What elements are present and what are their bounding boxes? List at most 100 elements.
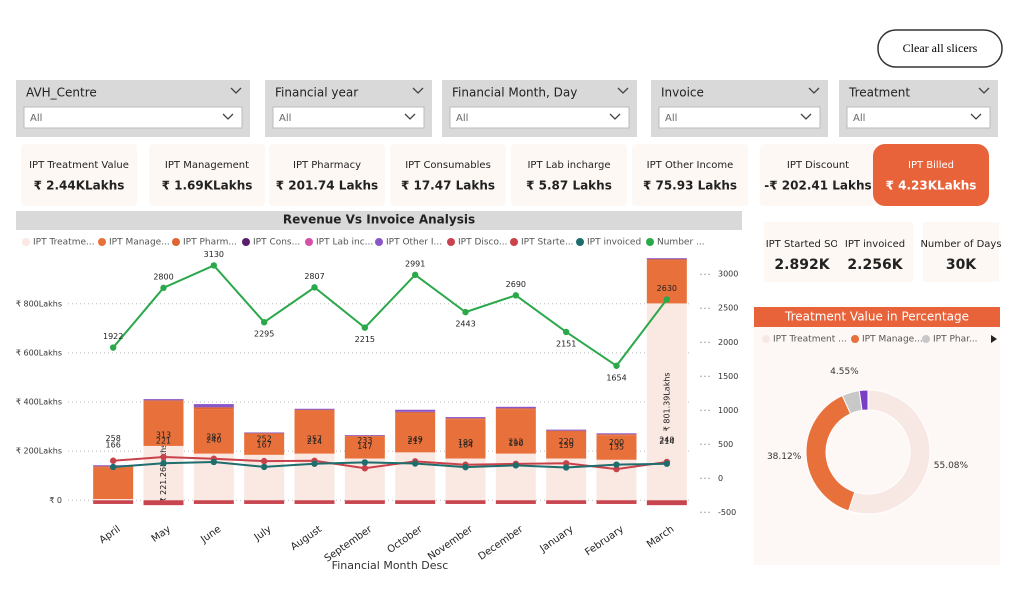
bar-segment [395,409,436,412]
slicer-collapse[interactable] [978,87,990,94]
card-value: 2.256K [847,257,903,273]
chart-title: Revenue Vs Invoice Analysis [283,213,475,227]
line-value-label: 240 [659,435,674,444]
slicer-collapse[interactable] [412,87,424,94]
bar-value-label: ₹ 221.26Lakhs [159,444,168,503]
line-value-label: 3130 [204,250,224,259]
line-point [311,284,318,291]
line-point [210,262,218,269]
kpi-card [21,144,137,206]
line-value-label: 2800 [153,272,173,281]
bar-segment [495,406,536,409]
bar-segment [193,500,234,504]
line-point [562,328,570,336]
donut-value-label: 38.12% [767,452,802,462]
bar-segment [646,258,687,259]
slicer-collapse[interactable] [617,87,629,94]
kpi-label: IPT Pharmacy [293,160,361,171]
bar-segment [646,259,687,261]
bar-segment [93,499,134,501]
dropdown-chevron[interactable] [800,113,812,120]
bar-segment [93,500,134,504]
bar-segment [495,500,536,504]
line [113,460,667,469]
clear-button-label[interactable]: Clear all slicers [903,41,978,55]
bar-segment [546,429,587,431]
bar-segment [344,436,385,459]
bar-segment [546,431,587,459]
legend-label: IPT Starte... [521,238,574,248]
chart-title-bar [16,211,742,230]
line-point [512,292,520,299]
dropdown-chevron[interactable] [609,113,621,120]
legend-label: IPT Phar... [933,335,978,345]
bar-segment [294,408,335,410]
slicer-dropdown[interactable] [23,106,243,129]
line-value-label: 2443 [455,320,475,329]
legend-label: IPT Treatme... [33,238,95,248]
line-value-label: 240 [206,435,221,444]
dropdown-chevron[interactable] [970,113,982,120]
slicer-dropdown[interactable] [272,106,425,129]
bar-segment [294,410,335,454]
bar-segment [244,433,285,434]
y2-tick-label: 1500 [718,372,738,381]
line-value-label: 217 [408,437,423,446]
line-value-label: 167 [257,440,272,449]
line-point [210,458,218,466]
slicer-collapse[interactable] [808,87,820,94]
bar-segment [495,453,536,501]
legend-label: IPT Pharm... [183,238,237,248]
y-tick-label: ₹ 200Lakhs [16,447,62,456]
y2-tick-label: 3000 [718,270,738,279]
legend-label: IPT Lab inc... [316,238,373,248]
kpi-value: ₹ 17.47 Lakhs [401,179,495,193]
slicer-collapse[interactable] [230,87,242,94]
card-value: 30K [946,257,977,273]
kpi-card [632,144,748,206]
y-tick-label: ₹ 800Lakhs [16,299,62,308]
card [837,222,913,282]
line-value-label: 166 [106,440,121,449]
line-point [109,463,117,471]
y-tick-label: ₹ 400Lakhs [16,398,62,407]
kpi-label: IPT Treatment Value [29,160,129,171]
kpi-value: ₹ 1.69KLakhs [162,179,253,193]
line-point [361,465,369,472]
line-value-label: 164 [458,441,473,450]
bar-segment [646,303,687,501]
line-point [109,344,117,351]
bar-segment [445,417,486,419]
slicer-dropdown[interactable] [846,106,991,129]
slicer-value: All [279,113,291,124]
line-point [613,465,620,473]
kpi-value: ₹ 201.74 Lakhs [276,179,378,193]
slicer-dropdown[interactable] [658,106,821,129]
legend-next-arrow[interactable] [991,335,997,343]
line-point [411,271,419,279]
slicer-dropdown[interactable] [449,106,630,129]
bar-segment [546,430,587,432]
dropdown-chevron[interactable] [404,113,416,120]
bar-segment [143,500,184,506]
line-value-label: 214 [307,437,322,446]
dropdown-chevron[interactable] [222,113,234,120]
bar-segment [395,500,436,504]
line-point [411,460,419,467]
slicer-label: Financial year [275,86,358,100]
y2-tick-label: 2500 [718,304,738,313]
line-value-label: 214 [659,437,674,446]
legend-label: IPT Other I... [386,238,442,248]
line-value-label: 221 [156,437,171,446]
clear-button[interactable] [877,29,1003,68]
line-value-label: 199 [458,438,473,447]
kpi-card [390,144,506,206]
legend-marker [646,238,654,246]
legend-label: IPT Manage... [109,238,170,248]
line [113,455,667,471]
line-value-label: 257 [307,434,322,443]
y2-tick-label: -500 [718,508,736,517]
kpi-label: IPT Management [165,160,249,171]
line-value-label: 2991 [405,259,425,268]
